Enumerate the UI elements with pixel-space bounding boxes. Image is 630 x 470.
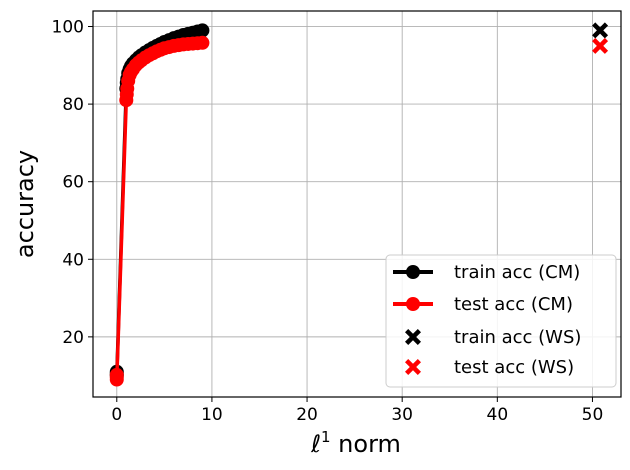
legend-marker [405,329,421,345]
x-tick-label: 50 [582,405,604,425]
x-tick-label: 10 [201,405,223,425]
data-point [195,23,210,38]
legend-marker [406,265,420,279]
legend: train acc (CM) test acc (CM) train acc (WS… [385,254,617,388]
x-tick-label: 0 [111,405,122,425]
plot-series [109,22,609,387]
y-tick-label: 40 [62,250,84,270]
legend-marker [405,359,421,375]
legend-marker [406,297,420,311]
legend-label: train acc (CM) [454,262,580,283]
data-point [195,35,210,50]
grid [93,11,621,397]
series-2 [109,35,210,387]
data-point [109,372,124,387]
series-4 [592,37,609,54]
x-axis-label-symbol: ℓ [310,430,321,458]
legend-item: train acc (CM) [393,262,580,283]
y-axis-label: accuracy [11,150,39,258]
legend-item: test acc (CM) [393,294,573,315]
legend-item: test acc (WS) [405,357,574,378]
legend-item: train acc (WS) [405,327,581,348]
plot-frame [92,10,622,398]
y-tick-label: 20 [62,328,84,348]
data-point [592,22,609,39]
legend-box [385,254,617,388]
y-tick-label: 60 [62,173,84,193]
data-point [592,37,609,54]
x-tick-label: 20 [296,405,318,425]
y-tick-label: 100 [52,18,84,38]
x-tick-label: 30 [391,405,413,425]
x-axis-label-text: norm [331,430,401,458]
ticks: 0 10 20 30 40 50 20 40 60 80 100 [52,18,604,425]
y-tick-label: 80 [62,95,84,115]
x-tick-label: 40 [487,405,509,425]
x-axis-label: ℓ1 norm [310,428,401,458]
series-3 [592,22,609,39]
x-axis-label-superscript: 1 [321,428,331,446]
legend-label: train acc (WS) [454,327,581,348]
legend-label: test acc (WS) [454,357,574,378]
legend-label: test acc (CM) [454,294,573,315]
